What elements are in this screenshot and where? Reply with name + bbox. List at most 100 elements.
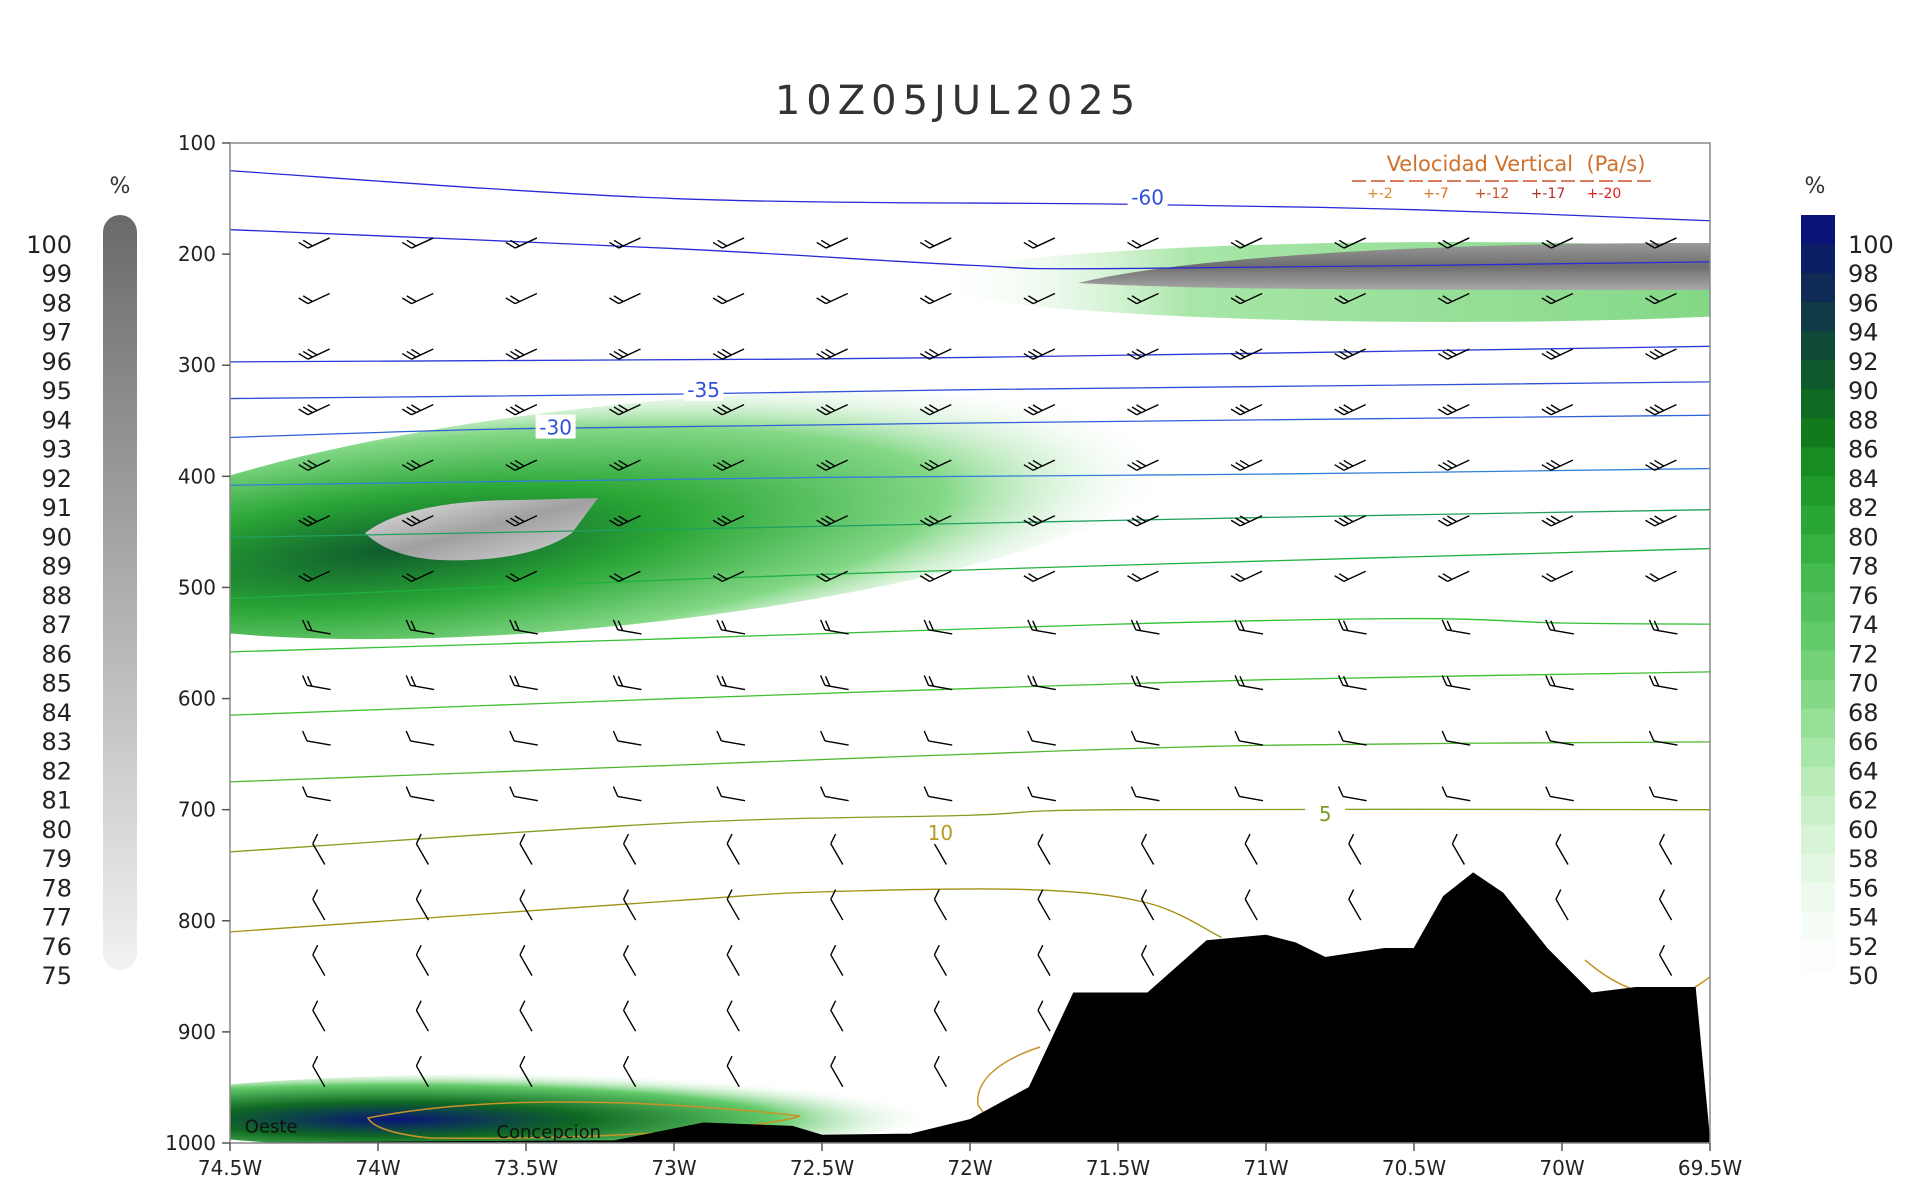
velocity-contour-low — [366, 1101, 801, 1139]
wind-barb-72 — [505, 515, 538, 527]
wind-barb-73 — [609, 515, 641, 527]
wind-barb-69 — [1645, 459, 1677, 471]
wind-barb-17 — [609, 292, 641, 305]
wind-barb-3 — [609, 237, 641, 249]
right-colorbar-label-8: 84 — [1848, 465, 1879, 493]
legend-entry-0: +-2 — [1367, 186, 1393, 202]
wind-barb-197 — [933, 1000, 948, 1032]
right-colorbar-step-12 — [1801, 563, 1835, 594]
isotherm-line-6 — [230, 509, 1710, 539]
wind-barb-38 — [1334, 348, 1366, 360]
isotherm-line-1 — [230, 229, 1710, 270]
x-tick-label-7: 71W — [1243, 1156, 1288, 1180]
right-colorbar-step-24 — [1801, 911, 1835, 942]
right-colorbar-label-24: 52 — [1848, 933, 1879, 961]
wind-barb-138 — [1545, 730, 1574, 746]
wind-barb-93 — [1230, 570, 1263, 583]
left-colorbar-label-7: 93 — [41, 436, 72, 464]
contour-label-bg-1 — [683, 376, 724, 401]
isotherm-line-5 — [230, 467, 1710, 486]
right-colorbar-label-18: 64 — [1848, 757, 1879, 785]
wind-barb-41 — [1645, 348, 1677, 360]
wind-barb-128 — [509, 730, 538, 746]
wind-barb-62 — [919, 459, 952, 471]
wind-barb-201 — [519, 1055, 533, 1088]
x-tick-label-10: 69.5W — [1678, 1156, 1743, 1180]
wind-barb-100 — [509, 619, 538, 635]
wind-barb-111 — [1648, 619, 1678, 635]
wind-barb-191 — [312, 1000, 326, 1032]
wind-barbs — [298, 237, 1678, 1088]
y-tick-label-0: 100 — [178, 131, 216, 155]
wind-barb-204 — [830, 1055, 844, 1088]
left-colorbar: % 10099989796959493929190898887868584838… — [26, 174, 137, 990]
wind-barb-40 — [1541, 348, 1574, 360]
wind-barb-104 — [923, 619, 953, 635]
wind-barb-200 — [415, 1055, 430, 1088]
left-colorbar-label-21: 79 — [41, 845, 72, 873]
left-colorbar-label-3: 97 — [41, 319, 72, 347]
mid-green-band — [230, 390, 1178, 640]
wind-barb-19 — [816, 292, 848, 305]
wind-barb-180 — [1658, 889, 1673, 921]
right-colorbar-step-21 — [1801, 824, 1835, 855]
right-colorbar-step-25 — [1801, 940, 1835, 971]
wind-barb-196 — [830, 1000, 844, 1032]
wind-barb-10 — [1334, 237, 1366, 249]
wind-barb-70 — [298, 515, 330, 527]
chart-title: 10Z05JUL2025 — [775, 78, 1141, 124]
wind-barb-92 — [1127, 570, 1159, 583]
isotherm-lines — [230, 170, 1710, 939]
wind-barb-52 — [1334, 403, 1366, 416]
wind-barb-32 — [712, 348, 745, 360]
wind-barb-137 — [1441, 730, 1471, 746]
wind-barb-176 — [1140, 889, 1155, 921]
wind-barb-105 — [1027, 619, 1056, 635]
legend-title: Velocidad Vertical (Pa/s) — [1387, 152, 1646, 176]
right-colorbar-label-23: 54 — [1848, 904, 1879, 932]
y-tick-label-2: 300 — [178, 353, 216, 377]
x-tick-label-2: 73.5W — [494, 1156, 559, 1180]
wind-barb-58 — [505, 459, 538, 471]
isotherm-line-9 — [230, 671, 1710, 716]
wind-barb-127 — [405, 730, 435, 746]
wind-barb-117 — [819, 675, 849, 691]
wind-barb-87 — [609, 570, 641, 583]
wind-barb-86 — [505, 570, 538, 583]
wind-barb-94 — [1334, 570, 1366, 583]
wind-barb-89 — [816, 570, 848, 583]
wind-barb-66 — [1334, 459, 1366, 471]
right-colorbar-step-1 — [1801, 244, 1835, 274]
right-colorbar-label-22: 56 — [1848, 874, 1879, 902]
wind-barb-122 — [1337, 675, 1367, 691]
left-colorbar-label-9: 91 — [41, 494, 72, 522]
isotherm-line-11 — [230, 808, 1710, 853]
wind-barb-6 — [919, 237, 952, 249]
wind-barb-107 — [1234, 619, 1264, 635]
wind-barb-186 — [830, 944, 844, 976]
wind-barb-143 — [612, 786, 642, 802]
wind-barb-99 — [405, 619, 435, 635]
right-colorbar-label-21: 58 — [1848, 845, 1879, 873]
right-colorbar-label-19: 62 — [1848, 787, 1879, 815]
y-tick-label-5: 600 — [178, 687, 216, 711]
wind-barb-22 — [1127, 292, 1159, 305]
right-colorbar-step-16 — [1801, 679, 1835, 710]
legend-entries: +-2 +-7 +-12 +-17 +-20 — [1352, 180, 1652, 202]
left-colorbar-gradient — [103, 215, 137, 970]
wind-barb-8 — [1127, 237, 1159, 249]
wind-barb-24 — [1334, 292, 1366, 305]
wind-barb-56 — [298, 459, 330, 471]
wind-barb-53 — [1437, 403, 1470, 416]
wind-barb-45 — [609, 403, 641, 416]
wind-barb-76 — [919, 515, 952, 527]
wind-barb-110 — [1545, 619, 1574, 635]
wind-barb-199 — [312, 1055, 326, 1088]
wind-barb-21 — [1023, 292, 1056, 305]
left-colorbar-label-1: 99 — [41, 260, 72, 288]
right-colorbar-step-15 — [1801, 650, 1835, 681]
right-colorbar-step-18 — [1801, 737, 1835, 768]
wind-barb-102 — [716, 619, 746, 635]
left-colorbar-label-22: 78 — [41, 874, 72, 902]
right-colorbar-label-11: 78 — [1848, 553, 1879, 581]
